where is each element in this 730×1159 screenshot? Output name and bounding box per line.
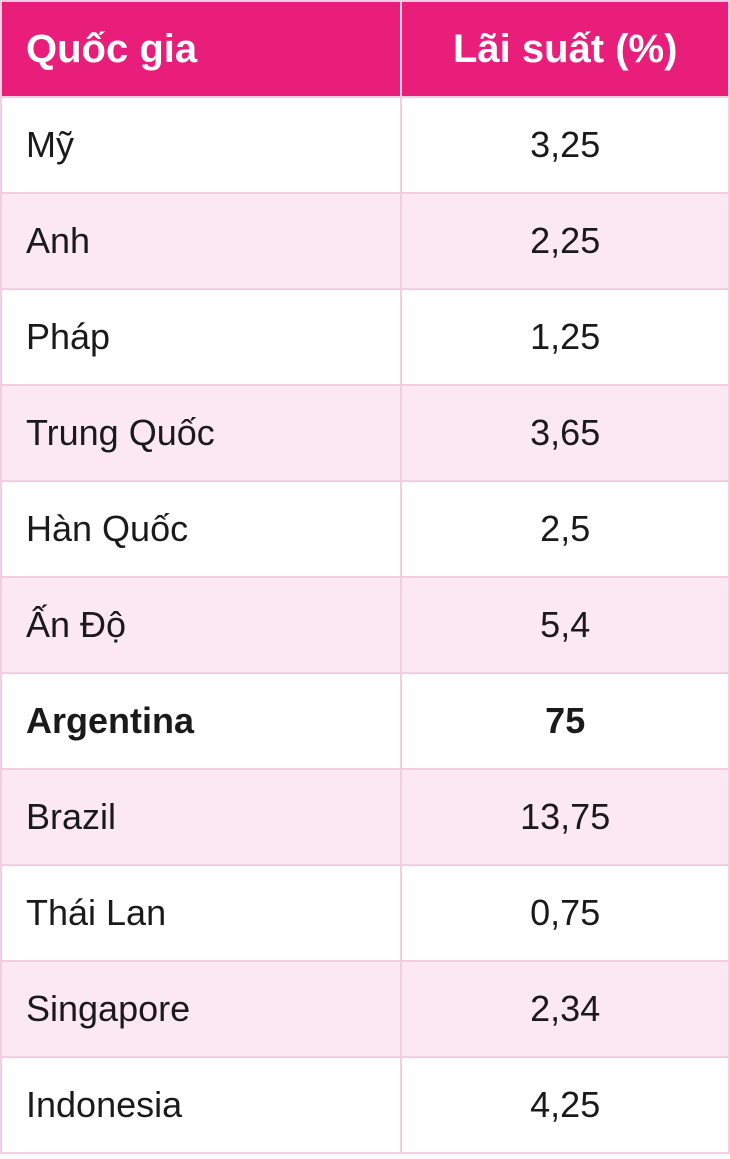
cell-rate: 75: [401, 673, 729, 769]
table-row: Mỹ 3,25: [1, 97, 729, 193]
interest-rate-table: Quốc gia Lãi suất (%) Mỹ 3,25 Anh 2,25 P…: [0, 0, 730, 1154]
table-row: Pháp 1,25: [1, 289, 729, 385]
table-row-highlight: Argentina 75: [1, 673, 729, 769]
cell-rate: 13,75: [401, 769, 729, 865]
cell-rate: 0,75: [401, 865, 729, 961]
cell-country: Hàn Quốc: [1, 481, 401, 577]
cell-rate: 5,4: [401, 577, 729, 673]
cell-rate: 2,34: [401, 961, 729, 1057]
column-header-country: Quốc gia: [1, 1, 401, 97]
cell-country: Singapore: [1, 961, 401, 1057]
column-header-rate: Lãi suất (%): [401, 1, 729, 97]
cell-rate: 3,65: [401, 385, 729, 481]
table-row: Anh 2,25: [1, 193, 729, 289]
cell-rate: 4,25: [401, 1057, 729, 1153]
table-row: Singapore 2,34: [1, 961, 729, 1057]
cell-rate: 2,25: [401, 193, 729, 289]
table-header-row: Quốc gia Lãi suất (%): [1, 1, 729, 97]
cell-country: Thái Lan: [1, 865, 401, 961]
cell-country: Brazil: [1, 769, 401, 865]
table-row: Ấn Độ 5,4: [1, 577, 729, 673]
table-row: Trung Quốc 3,65: [1, 385, 729, 481]
cell-country: Argentina: [1, 673, 401, 769]
cell-rate: 1,25: [401, 289, 729, 385]
cell-rate: 3,25: [401, 97, 729, 193]
cell-rate: 2,5: [401, 481, 729, 577]
cell-country: Anh: [1, 193, 401, 289]
table-row: Hàn Quốc 2,5: [1, 481, 729, 577]
table-row: Indonesia 4,25: [1, 1057, 729, 1153]
table-row: Thái Lan 0,75: [1, 865, 729, 961]
table-row: Brazil 13,75: [1, 769, 729, 865]
cell-country: Indonesia: [1, 1057, 401, 1153]
cell-country: Trung Quốc: [1, 385, 401, 481]
cell-country: Ấn Độ: [1, 577, 401, 673]
cell-country: Pháp: [1, 289, 401, 385]
cell-country: Mỹ: [1, 97, 401, 193]
